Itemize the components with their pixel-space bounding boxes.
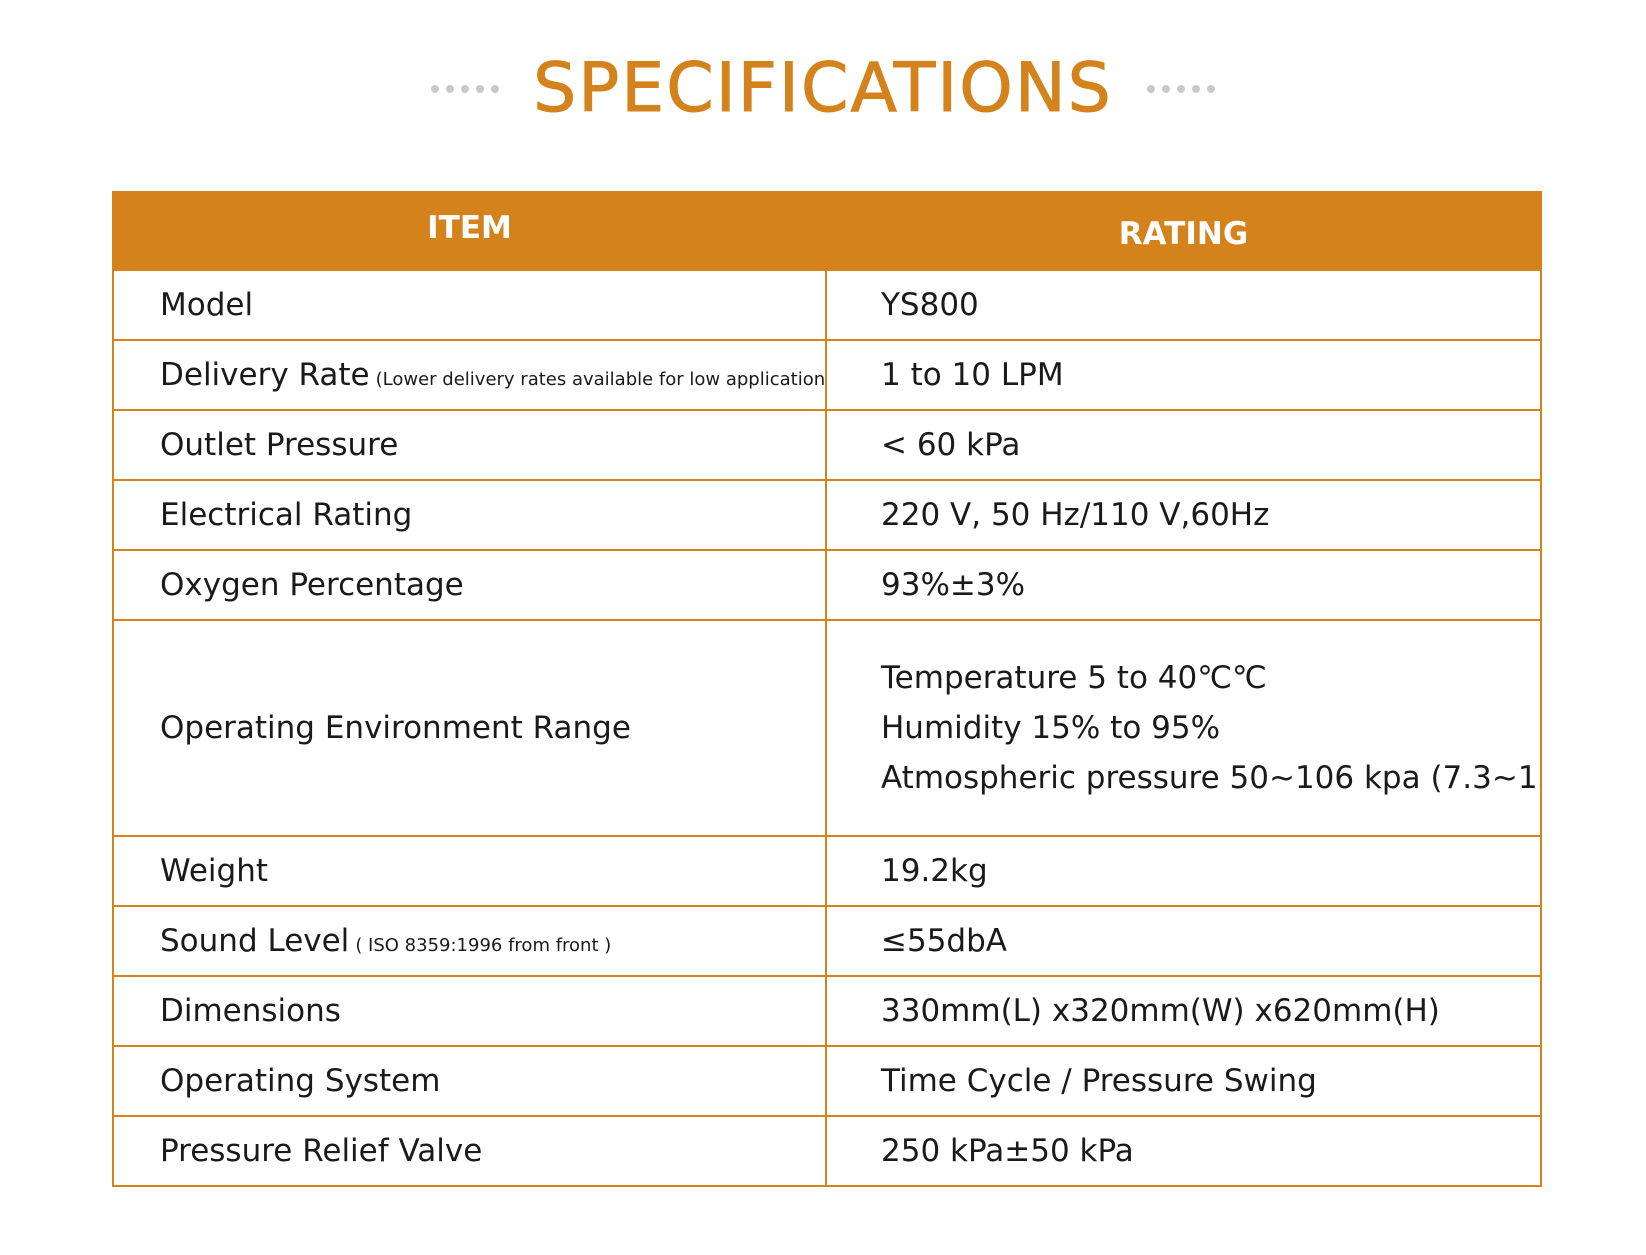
table-row: Oxygen Percentage 93%±3% <box>112 549 1542 621</box>
item-note: ( ISO 8359:1996 from front ) <box>355 935 612 956</box>
item-label: Oxygen Percentage <box>160 567 464 603</box>
table-row: Outlet Pressure < 60 kPa <box>112 409 1542 481</box>
decorative-dots-right <box>1146 85 1215 93</box>
item-cell: Weight <box>112 835 827 907</box>
item-cell: Dimensions <box>112 975 827 1047</box>
rating-cell: Time Cycle / Pressure Swing <box>825 1045 1542 1117</box>
item-cell: Model <box>112 269 827 341</box>
table-row: Operating System Time Cycle / Pressure S… <box>112 1045 1542 1117</box>
table-row: Delivery Rate (Lower delivery rates avail… <box>112 339 1542 411</box>
item-cell: Operating Environment Range <box>112 619 827 837</box>
rating-line-humidity: Humidity 15% to 95% <box>881 710 1221 746</box>
table-row: Operating Environment Range Temperature … <box>112 619 1542 837</box>
item-cell: Sound Level( ISO 8359:1996 from front ) <box>112 905 827 977</box>
column-header-rating: RATING <box>825 191 1542 271</box>
decorative-dots-left <box>431 85 500 93</box>
rating-cell: 330mm(L) x320mm(W) x620mm(H) <box>825 975 1542 1047</box>
rating-cell: Temperature 5 to 40℃℃ Humidity 15% to 95… <box>825 619 1542 837</box>
column-header-item: ITEM <box>112 191 827 271</box>
item-label: Model <box>160 287 254 323</box>
rating-cell: 19.2kg <box>825 835 1542 907</box>
rating-cell: ≤55dbA <box>825 905 1542 977</box>
item-note: (Lower delivery rates available for low … <box>375 369 826 390</box>
item-cell: Outlet Pressure <box>112 409 827 481</box>
table-row: Pressure Relief Valve 250 kPa±50 kPa <box>112 1115 1542 1187</box>
rating-line-temperature: Temperature 5 to 40℃℃ <box>881 660 1267 696</box>
table-row: Model YS800 <box>112 269 1542 341</box>
item-cell: Oxygen Percentage <box>112 549 827 621</box>
rating-cell: 93%±3% <box>825 549 1542 621</box>
rating-line-atmospheric-pressure: Atmospheric pressure 50~106 kpa (7.3~15.… <box>881 760 1539 796</box>
item-label: Operating System <box>160 1063 441 1099</box>
item-cell: Delivery Rate (Lower delivery rates avail… <box>112 339 827 411</box>
table-row: Dimensions 330mm(L) x320mm(W) x620mm(H) <box>112 975 1542 1047</box>
item-label: Delivery Rate <box>160 357 370 393</box>
rating-cell: 220 V, 50 Hz/110 V,60Hz <box>825 479 1542 551</box>
specifications-table: ITEM RATING Model YS800 Delivery Rate (Lo… <box>112 191 1542 1187</box>
item-cell: Pressure Relief Valve <box>112 1115 827 1187</box>
rating-cell: 1 to 10 LPM <box>825 339 1542 411</box>
rating-cell: YS800 <box>825 269 1542 341</box>
item-label: Operating Environment Range <box>160 710 631 746</box>
item-label: Sound Level <box>160 923 350 959</box>
rating-cell: < 60 kPa <box>825 409 1542 481</box>
item-label: Pressure Relief Valve <box>160 1133 483 1169</box>
table-header-row: ITEM RATING <box>112 191 1542 271</box>
item-label: Electrical Rating <box>160 497 413 533</box>
table-row: Electrical Rating 220 V, 50 Hz/110 V,60H… <box>112 479 1542 551</box>
table-row: Sound Level( ISO 8359:1996 from front ) … <box>112 905 1542 977</box>
item-label: Outlet Pressure <box>160 427 399 463</box>
page-title: SPECIFICATIONS <box>533 49 1113 128</box>
rating-cell: 250 kPa±50 kPa <box>825 1115 1542 1187</box>
table-row: Weight 19.2kg <box>112 835 1542 907</box>
item-label: Dimensions <box>160 993 341 1029</box>
item-cell: Operating System <box>112 1045 827 1117</box>
item-cell: Electrical Rating <box>112 479 827 551</box>
page-header: SPECIFICATIONS <box>0 44 1646 134</box>
item-label: Weight <box>160 853 269 889</box>
